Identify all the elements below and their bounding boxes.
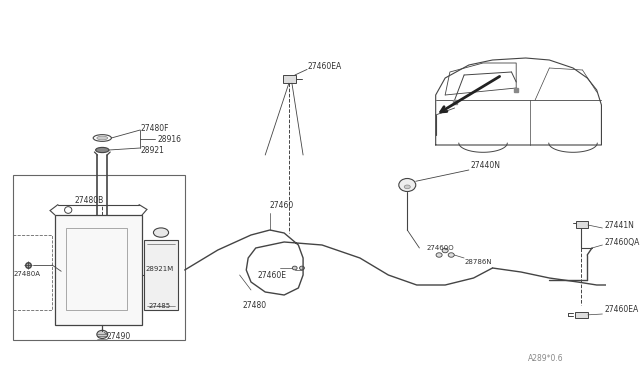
Text: A289*0.6: A289*0.6 — [528, 355, 564, 363]
Ellipse shape — [436, 253, 442, 257]
Text: 28921M: 28921M — [145, 266, 173, 272]
Text: 27460O: 27460O — [426, 245, 454, 251]
Bar — [283, 75, 296, 83]
Text: 27480F: 27480F — [141, 124, 170, 133]
Text: 28786N: 28786N — [464, 259, 492, 265]
Text: 28916: 28916 — [157, 135, 181, 144]
Text: 27460: 27460 — [270, 201, 294, 209]
Ellipse shape — [404, 185, 410, 189]
Text: 28921: 28921 — [141, 147, 164, 155]
Text: 27480A: 27480A — [13, 271, 40, 277]
Text: 27460EA: 27460EA — [307, 62, 341, 71]
Ellipse shape — [448, 253, 454, 257]
Bar — [144, 240, 178, 310]
Bar — [66, 228, 127, 310]
Text: 27460EA: 27460EA — [604, 305, 639, 314]
Text: 27485: 27485 — [149, 302, 171, 308]
Text: 27460QA: 27460QA — [604, 237, 639, 247]
Text: 27460E: 27460E — [258, 270, 287, 279]
Ellipse shape — [154, 228, 168, 237]
Text: 27490: 27490 — [106, 332, 131, 341]
Bar — [13, 235, 52, 310]
Ellipse shape — [300, 266, 305, 270]
Text: 27480: 27480 — [243, 301, 267, 310]
Ellipse shape — [442, 248, 448, 253]
Ellipse shape — [399, 179, 416, 192]
Bar — [575, 312, 588, 318]
Text: 27440N: 27440N — [471, 160, 500, 170]
Ellipse shape — [292, 266, 297, 270]
Bar — [13, 175, 185, 340]
Ellipse shape — [97, 330, 108, 339]
Bar — [576, 221, 588, 228]
Ellipse shape — [95, 147, 109, 153]
Ellipse shape — [97, 136, 108, 140]
Text: 27480B: 27480B — [74, 196, 104, 205]
Bar — [55, 215, 142, 325]
Text: 27441N: 27441N — [604, 221, 634, 230]
